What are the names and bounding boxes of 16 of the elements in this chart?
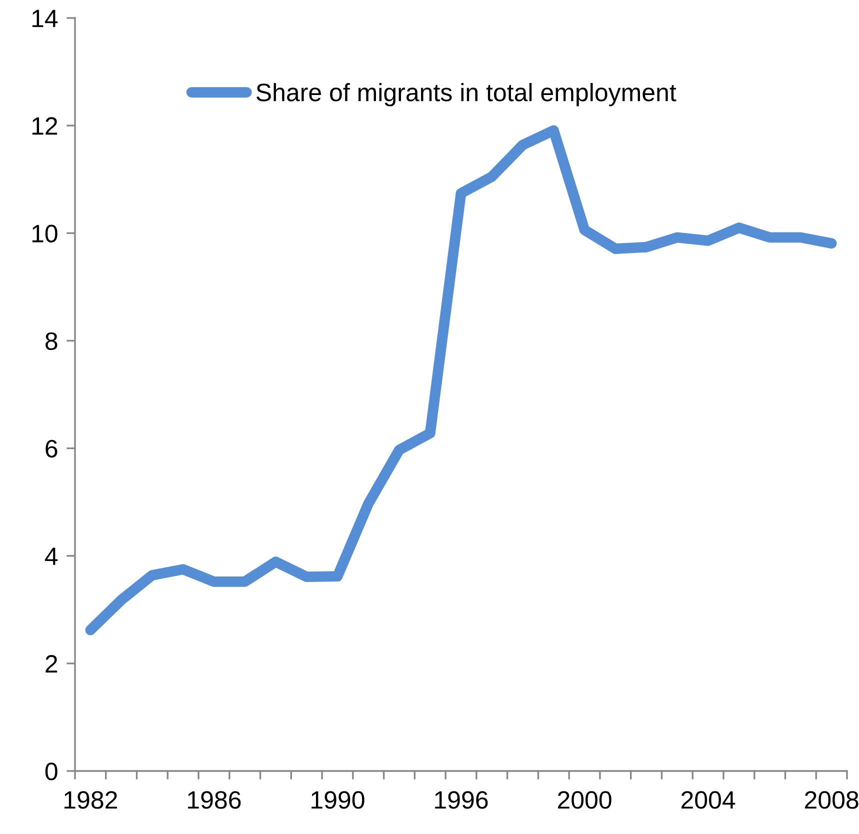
y-tick-label: 2 <box>46 655 58 672</box>
x-tick-label: 2000 <box>558 791 612 809</box>
y-tick-label: 8 <box>46 332 58 350</box>
x-tick-label: 2004 <box>681 791 736 809</box>
x-tick-label: 1982 <box>64 791 117 809</box>
y-tick-label: 10 <box>32 224 58 242</box>
x-tick-label: 1990 <box>312 791 364 809</box>
y-tick-label: 0 <box>45 762 58 780</box>
x-tick-label: 2008 <box>805 791 858 809</box>
y-tick-label: 4 <box>45 548 58 565</box>
x-tick-label: 1986 <box>188 791 241 809</box>
legend-label: Share of migrants in total employment <box>256 83 676 106</box>
y-tick-label: 6 <box>46 440 58 458</box>
y-tick-label: 12 <box>32 117 58 135</box>
x-tick-label: 1996 <box>435 791 488 809</box>
y-tick-label: 14 <box>32 10 58 28</box>
